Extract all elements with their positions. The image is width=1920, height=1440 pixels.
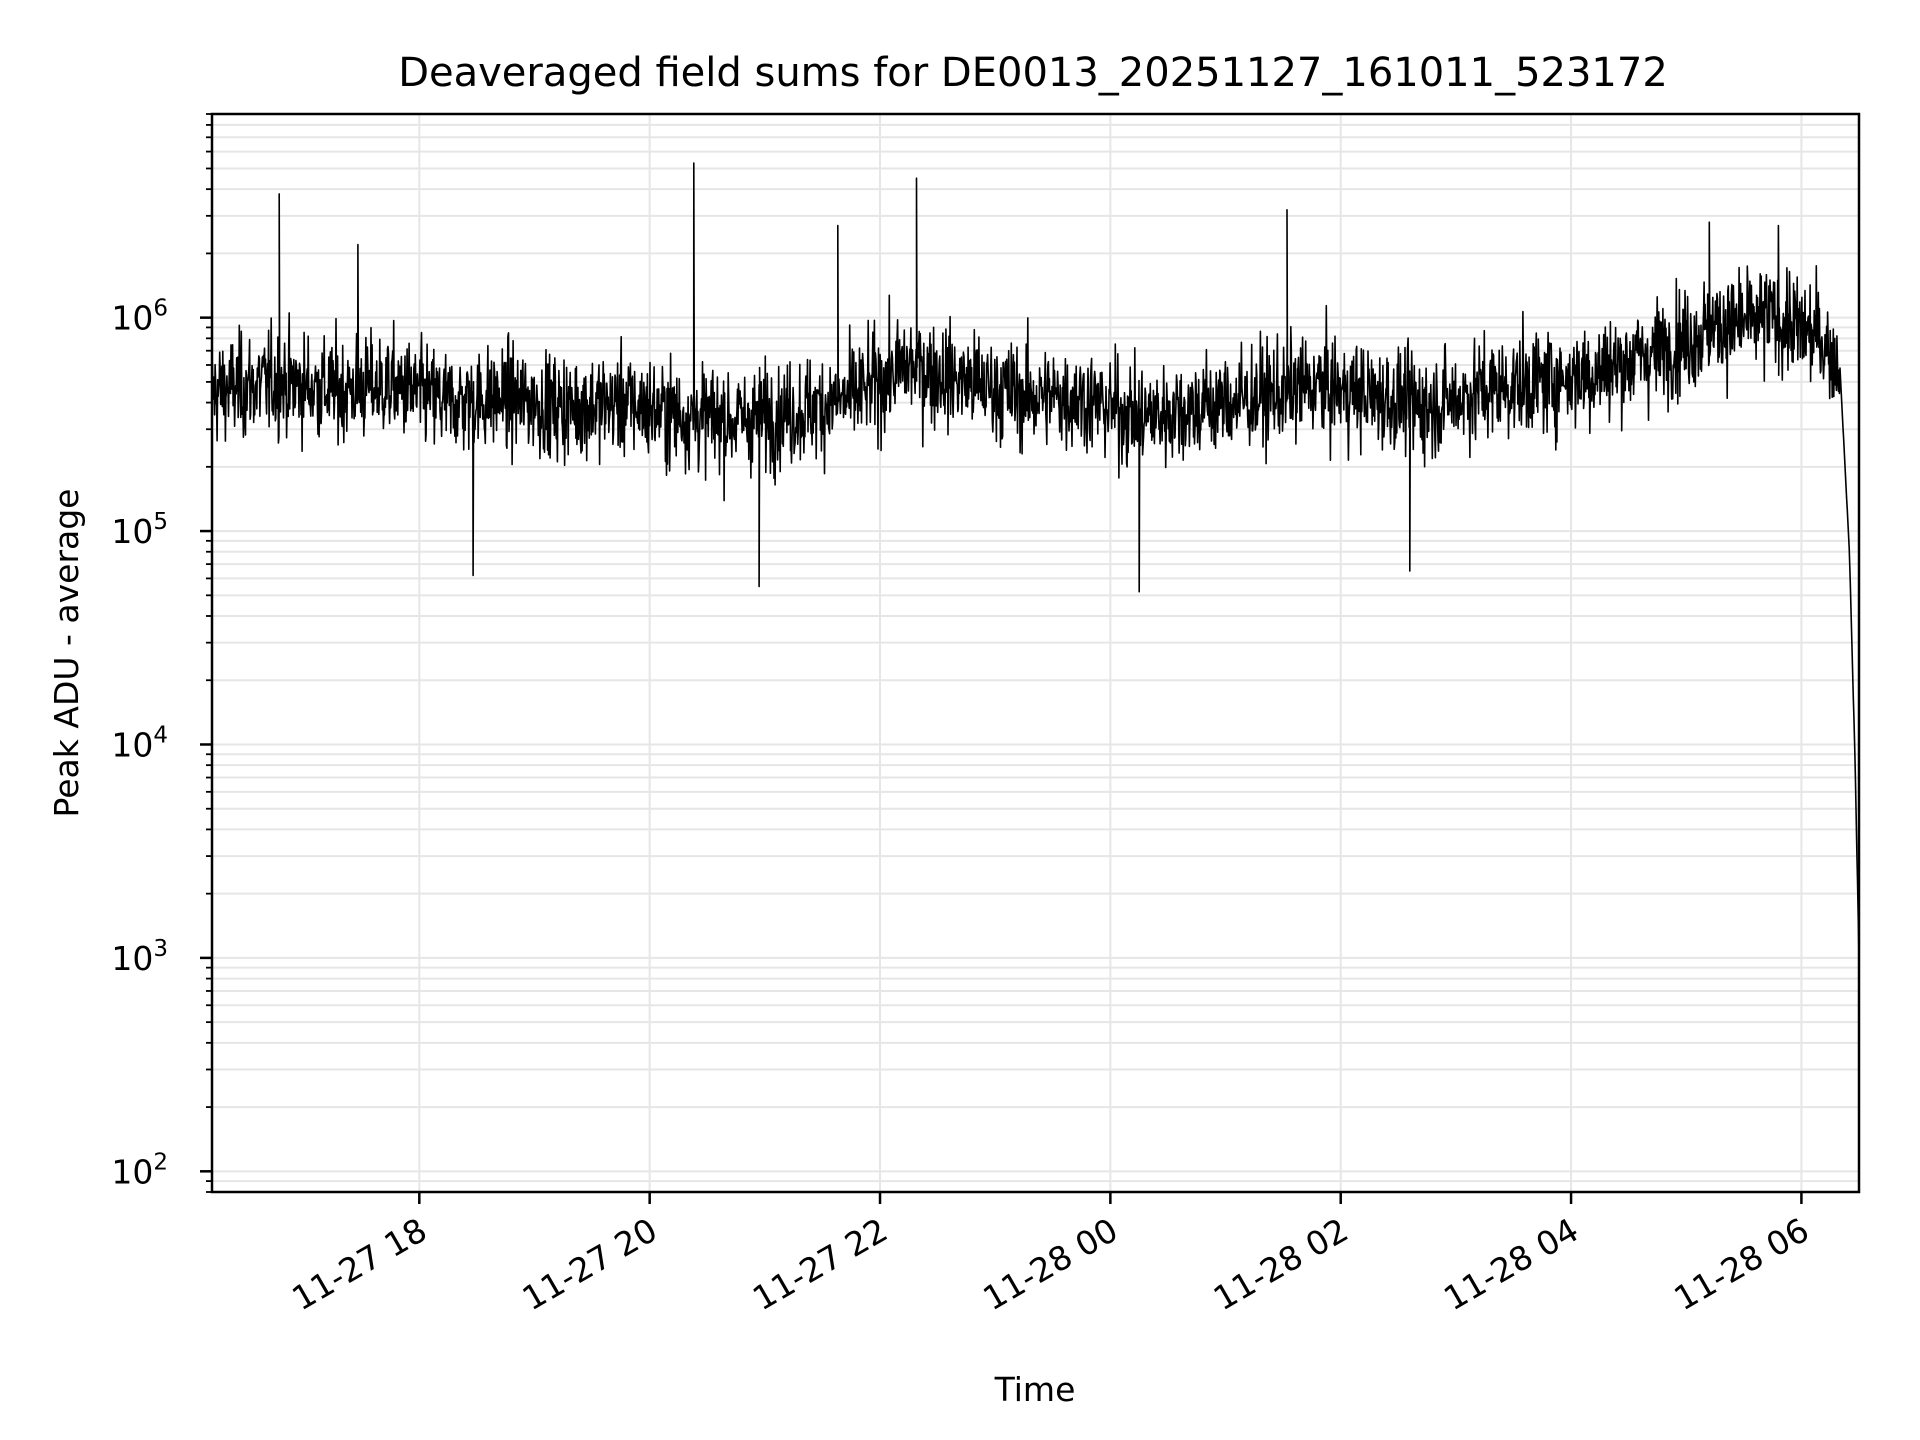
y-tick-label: 102 xyxy=(111,1149,168,1191)
y-axis-label: Peak ADU - average xyxy=(47,489,86,818)
x-axis-label: Time xyxy=(994,1370,1076,1409)
data-series xyxy=(212,162,1859,958)
y-tick-label: 106 xyxy=(111,296,168,338)
y-axis-ticks: 102 103 104 105 106 xyxy=(111,113,212,1193)
chart-title: Deaveraged field sums for DE0013_2025112… xyxy=(398,50,1668,96)
y-tick-label: 103 xyxy=(111,936,168,978)
series-line xyxy=(212,162,1859,958)
y-tick-label: 104 xyxy=(111,722,168,764)
y-tick-label: 105 xyxy=(111,509,168,551)
plot-frame xyxy=(210,112,1861,1194)
